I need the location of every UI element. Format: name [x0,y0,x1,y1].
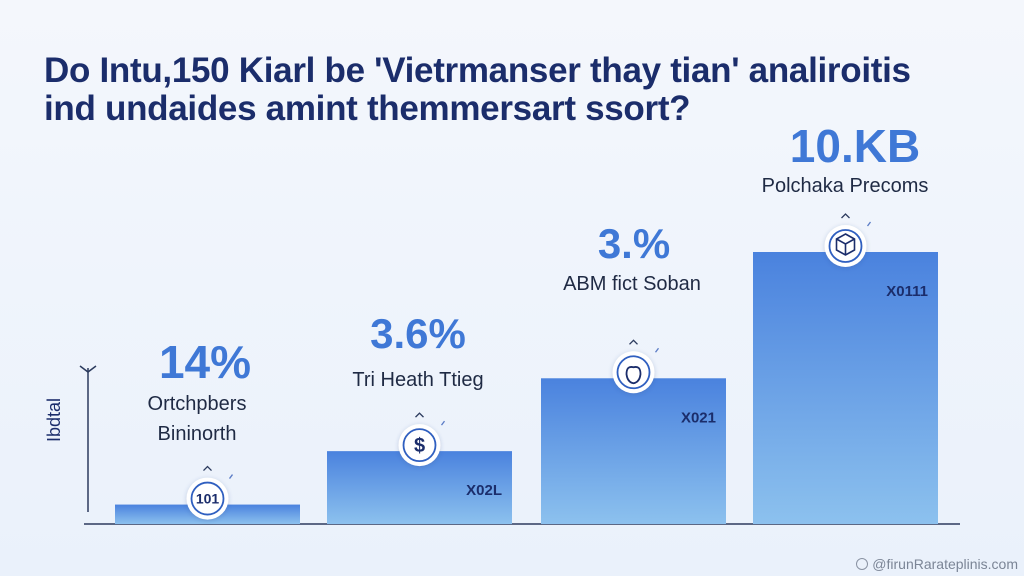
category-label: Bininorth [158,423,237,445]
sparkle-mark [440,420,446,426]
category-label: ABM fict Soban [563,273,701,295]
chart-title: Do Intu,150 Kiarl be 'Vietrmanser thay t… [44,52,984,128]
apple-shape [625,366,642,385]
icon-badge [612,351,655,394]
icon-ring [828,229,863,263]
value-label: 10.KB [790,120,920,172]
sparkle-mark [228,474,234,479]
watermark: @firunRarateplinis.com [856,556,1018,572]
icon-badge [398,424,441,467]
icon-glyph: $ [414,435,425,457]
category-label: Tri Heath Ttieg [352,369,483,391]
bar-label: X021 [681,409,716,426]
icon-ring [190,481,225,516]
cube-icon [824,225,867,267]
y-axis-arrow [79,365,97,373]
category-label: Polchaka Precoms [762,175,929,197]
copyright-icon [856,558,869,570]
apple-icon [612,351,655,394]
dollar-icon: $ [398,424,441,467]
bar [541,378,726,524]
sparkle-mark [654,347,660,353]
bar [753,252,938,524]
bar-label: X02L [466,482,502,499]
cube-shape [835,233,856,256]
sparkle-mark [866,221,872,227]
icon-ring [402,428,437,463]
caret-mark [203,465,212,472]
icon-glyph: 101 [196,491,220,507]
bar-label: X0111 [886,283,928,300]
y-axis-label: Ibdtal [44,398,64,442]
value-label: 3.% [598,220,670,267]
caret-mark [415,412,424,418]
caret-mark [841,213,850,219]
value-label: 14% [159,336,251,388]
icon-badge [186,477,229,520]
chart-title-line-2: ind undaides amint themmersart ssort? [44,89,691,128]
badge-101-icon: 101 [186,477,229,520]
watermark-text: @firunRarateplinis.com [872,556,1018,572]
chart-title-line-1: Do Intu,150 Kiarl be 'Vietrmanser thay t… [44,51,911,90]
category-label: Ortchpbers [148,393,247,415]
caret-mark [629,339,638,345]
icon-ring [616,355,651,390]
value-label: 3.6% [370,310,466,357]
